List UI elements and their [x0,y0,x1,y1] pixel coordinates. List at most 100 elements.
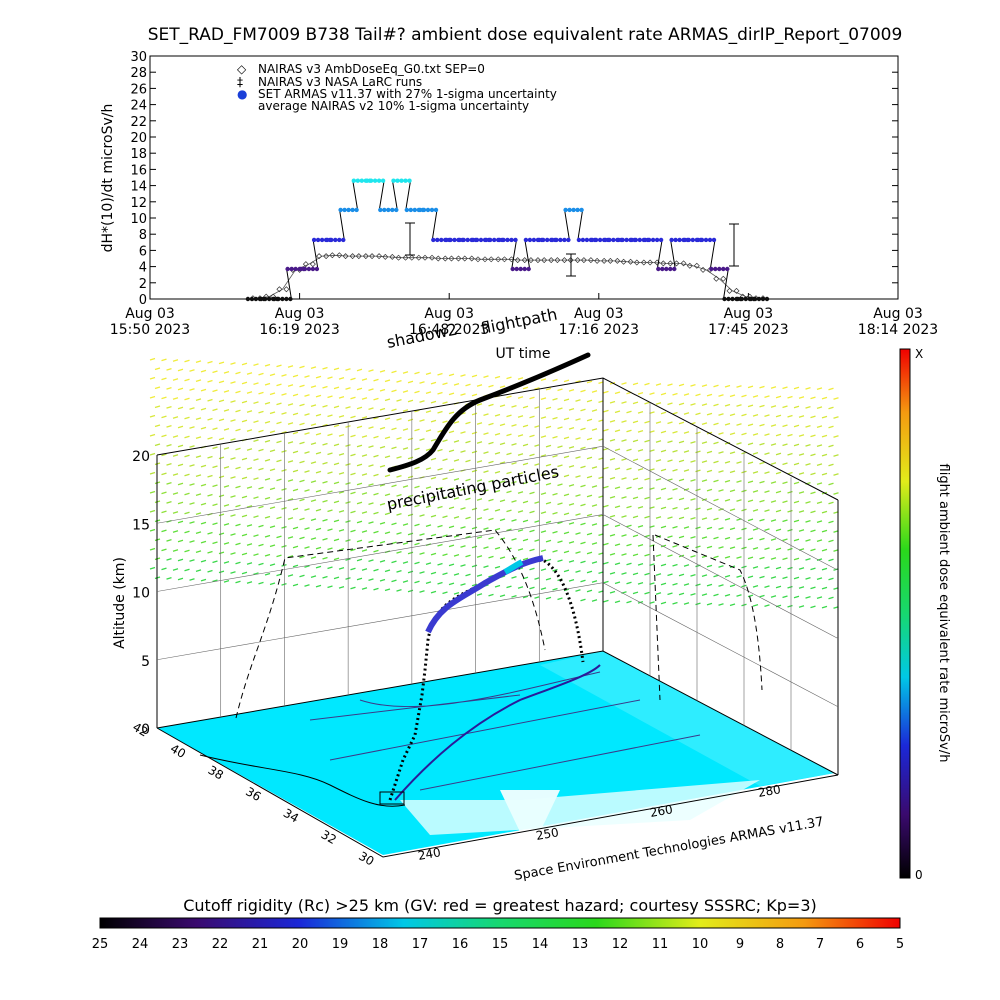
particle [442,382,448,386]
particle [552,587,558,591]
armas-point [351,178,356,183]
particle [161,548,167,552]
particle [816,463,823,467]
armas-point [707,237,713,243]
particle [724,460,731,464]
particle [540,416,547,420]
particle [333,443,340,447]
particle [729,603,736,607]
particle [223,560,230,564]
particle [667,497,673,501]
particle [770,386,777,389]
particle [729,489,736,493]
particle [764,433,770,437]
particle [253,420,259,424]
particle [511,442,517,446]
particle [276,497,282,501]
particle [356,387,363,391]
particle [425,524,432,528]
particle [568,521,575,525]
particle [258,486,264,490]
particle [759,385,765,389]
particle [419,533,425,536]
particle [632,477,639,481]
particle [586,399,593,403]
particle [810,491,816,495]
armas-point [672,266,677,272]
armas-point [306,266,312,272]
y-tick-label: 30 [130,50,147,65]
particle [660,544,667,548]
armas-point [686,237,691,243]
particle [338,528,345,532]
armas-point [337,237,342,243]
particle [632,458,639,462]
particle [782,462,788,466]
particle [322,480,328,484]
particle [292,564,299,568]
particle [644,439,650,443]
particle [315,470,322,474]
particle [626,467,632,471]
particle [368,407,374,411]
particle [580,389,586,393]
legend-label: NAIRAS v3 AmbDoseEq_G0.txt SEP=0 [258,62,485,76]
particle [368,540,374,544]
particle [534,463,540,466]
particle [195,379,202,383]
nairas-point [488,256,495,263]
particle [195,493,202,497]
particle [448,544,455,548]
armas-point [713,266,718,272]
particle [805,538,811,542]
particle [327,433,333,437]
particle [672,544,678,548]
particle [655,592,662,595]
particle [299,555,305,559]
particle [361,378,368,381]
particle [718,546,724,549]
particle [713,574,719,578]
particle [511,518,517,522]
particle [522,424,529,428]
particle [437,524,443,528]
particle [430,571,437,575]
particle [701,460,708,464]
armas-point [293,266,298,272]
particle [453,458,460,462]
particle [557,483,563,487]
particle [207,493,213,497]
particle [787,490,793,494]
particle [517,529,524,532]
particle [322,385,328,389]
particle [253,534,259,538]
particle [276,402,282,406]
particle [821,605,828,609]
particle [430,533,437,537]
particle [649,392,655,396]
particle [253,477,259,481]
particle [414,390,420,394]
nairas-point [355,253,362,260]
particle [724,403,731,407]
particle [614,391,621,395]
particle [632,515,639,519]
particle [465,440,471,444]
particle [172,530,179,533]
particle [207,550,213,554]
particle [706,412,713,416]
particle [752,584,759,588]
particle [476,422,483,425]
particle [200,407,207,411]
particle [764,490,770,494]
particle [460,564,466,567]
ocean-region [400,780,760,835]
particle [333,500,340,504]
particle [568,388,575,392]
particle [396,379,402,383]
particle [575,589,581,592]
particle [798,491,805,494]
particle [246,372,253,375]
particle [775,490,782,494]
armas-point [660,266,665,272]
